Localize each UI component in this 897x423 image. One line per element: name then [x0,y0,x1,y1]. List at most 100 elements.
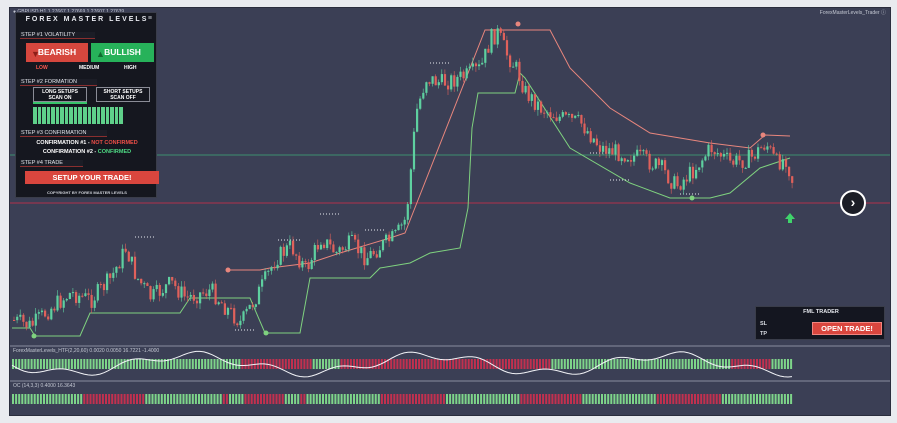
step-4-label: STEP #4 TRADE [20,160,83,167]
osc1-bar [43,359,45,369]
osc2-bar [170,394,173,404]
candle-body [450,75,453,90]
osc2-bar [83,394,86,404]
osc2-bar [576,394,579,404]
candle-body [109,273,112,278]
candle-body [434,76,437,86]
candle-body [726,152,729,154]
osc2-bar [666,394,669,404]
osc2-bar [458,394,461,404]
candle-body [264,271,267,280]
osc1-bar [607,359,610,369]
candle-body [474,63,478,67]
osc2-bar [421,394,424,404]
osc2-bar [703,394,706,404]
osc1-bar [746,359,749,369]
osc2-bar [749,394,752,404]
candle-body [611,148,614,155]
osc2-bar [315,394,318,404]
osc2-bar [511,394,514,404]
candle-body [118,266,121,269]
candle-body [56,295,59,311]
candle-body [242,311,245,321]
candle-body [16,316,19,321]
candle-body [710,144,713,153]
candle-body [505,40,509,56]
osc1-bar [297,359,300,369]
osc1-bar [291,359,293,369]
osc1-bar [721,359,724,369]
osc2-bar [464,394,467,404]
candle-body [354,234,357,240]
setup-trade-button[interactable]: SETUP YOUR TRADE! [25,171,159,184]
chart-window[interactable]: ● GBPUSD,H1 1.27667 1.27669 1.27607 1.27… [9,7,891,416]
osc1-bar [663,359,665,369]
osc2-bar [756,394,758,404]
menu-icon[interactable]: ≡ [147,15,152,22]
candle-body [350,234,354,236]
osc2-bar [622,394,625,404]
osc1-bar [771,359,774,369]
osc1-bar [653,359,656,369]
volatility-medium-option[interactable]: MEDIUM [79,65,100,71]
osc1-bar [545,359,548,369]
osc1-bar [656,359,659,369]
osc2-bar [613,394,616,404]
osc2-bar [492,394,495,404]
osc2-bar [132,394,135,404]
osc1-bar [563,359,566,369]
short-setups-button[interactable]: SHORT SETUPS SCAN OFF [96,87,150,102]
osc2-bar [638,394,641,404]
osc2-bar [777,394,780,404]
osc1-bar [92,359,95,369]
candle-body [90,294,93,308]
long-setups-button[interactable]: LONG SETUPS SCAN ON [33,87,87,102]
volatility-selector: LOW MEDIUM HIGH [26,64,154,73]
osc1-bar [318,359,321,369]
volatility-high-option[interactable]: HIGH [124,65,137,71]
osc2-bar [473,394,476,404]
candle-body [722,153,726,157]
candle-body [329,239,332,245]
candle-body [595,138,598,146]
price-chart[interactable] [10,8,890,415]
candle-body [639,149,642,152]
next-slide-button[interactable]: › [840,190,866,216]
osc2-bar [690,394,693,404]
osc1-bar [132,359,135,369]
candle-body [509,55,512,68]
osc2-bar [173,394,176,404]
osc2-bar [52,394,55,404]
candle-body [50,308,53,320]
candle-body [53,308,56,311]
resistance-dot [225,267,231,273]
osc2-bar [278,394,281,404]
scan-bar [69,107,73,124]
osc1-bar [511,359,514,369]
osc1-bar [303,359,306,369]
scan-bar [83,107,87,124]
osc2-bar [213,394,216,404]
candle-body [378,250,381,258]
osc2-bar [635,394,638,404]
bearish-button[interactable]: ▼ BEARISH [26,43,88,62]
osc1-bar [461,359,464,369]
osc2-bar [697,394,700,404]
open-trade-button[interactable]: OPEN TRADE! [812,322,882,335]
candle-body [695,169,698,179]
candle-body [648,153,651,170]
osc1-bar [154,359,157,369]
scan-bar [78,107,83,124]
candle-body [791,176,794,183]
volatility-low-option[interactable]: LOW [36,65,48,71]
osc2-bar [126,394,129,404]
osc2-bar [790,394,793,404]
osc1-bar [483,359,486,369]
osc2-bar [387,394,390,404]
bullish-button[interactable]: ▲ BULLISH [91,43,154,62]
candle-body [660,160,664,166]
confirmation-1: CONFIRMATION #1 - NOT CONFIRMED [16,140,158,146]
osc2-bar [548,394,551,404]
candle-body [44,310,47,317]
osc2-bar [12,394,14,404]
